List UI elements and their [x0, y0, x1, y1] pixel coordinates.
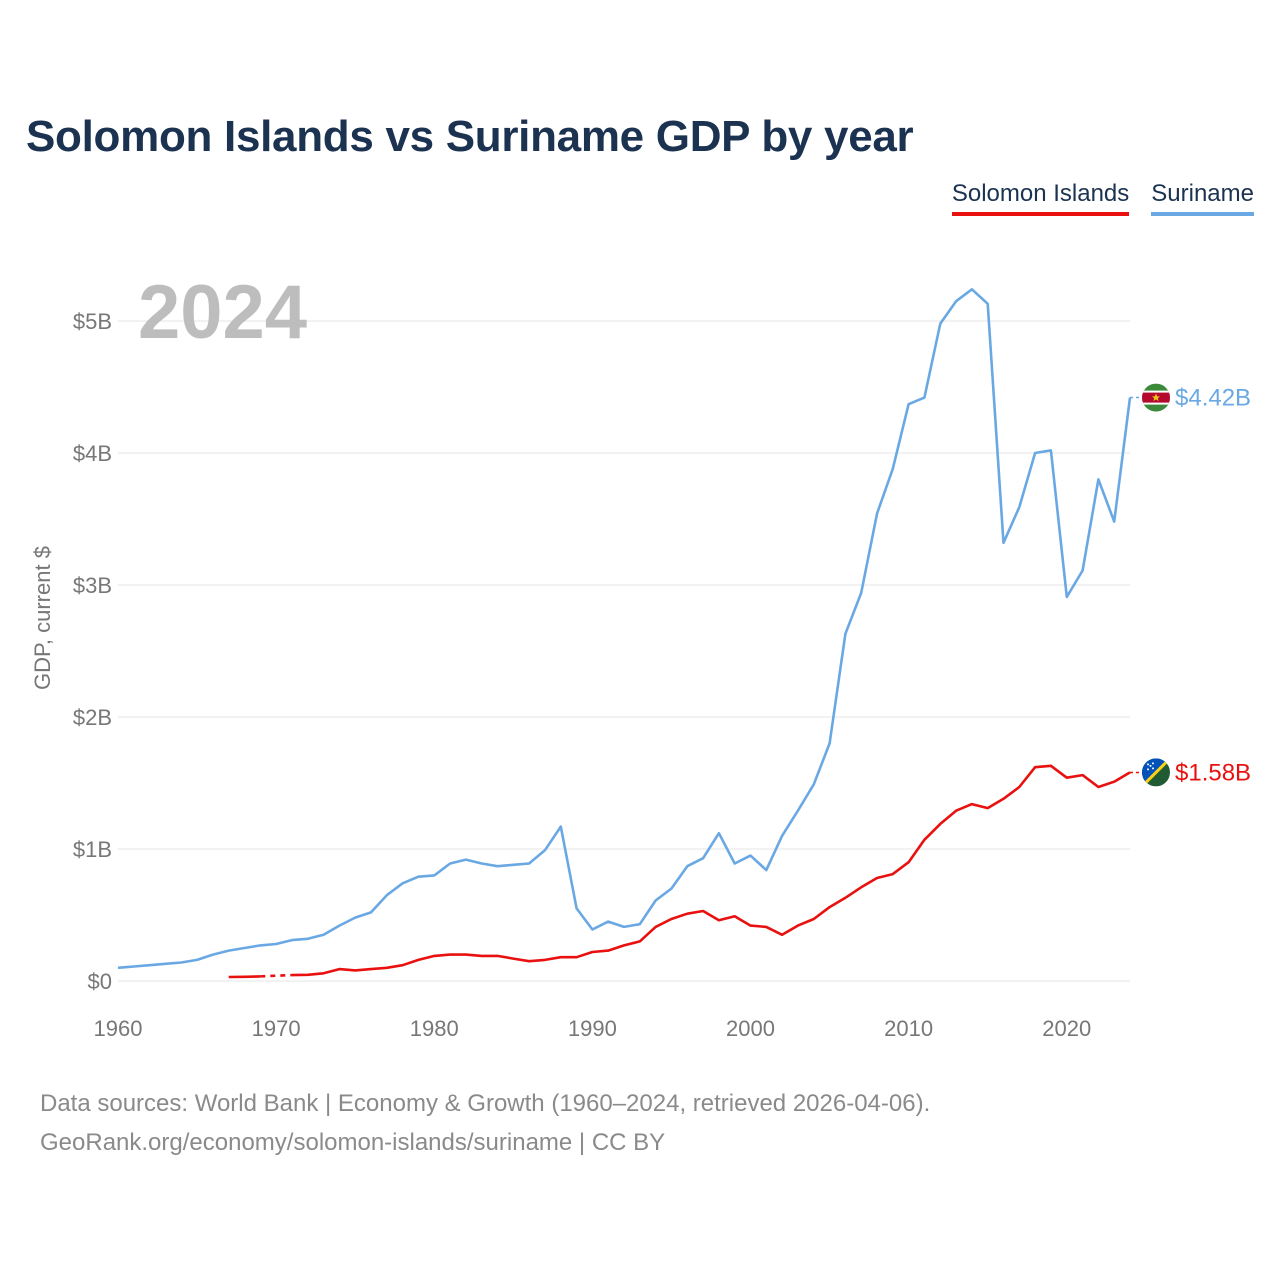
y-axis-label: GDP, current $: [30, 546, 55, 690]
x-tick-label: 1960: [94, 1016, 143, 1041]
series-gap-solomon-islands: [260, 973, 292, 978]
legend-item-solomon-islands[interactable]: Solomon Islands: [951, 180, 1130, 216]
year-watermark: 2024: [138, 270, 307, 355]
series-line-solomon-islands: [291, 764, 1131, 977]
x-axis-ticks: 1960 1970 1980 1990 2000 2010 2020: [94, 1016, 1092, 1041]
y-tick-label: $2B: [73, 705, 112, 730]
end-label-solomon-islands: $1.58B: [1175, 759, 1251, 786]
x-tick-label: 1990: [568, 1016, 617, 1041]
suriname-flag-icon: [1142, 383, 1170, 412]
grid-lines: [118, 320, 1130, 982]
end-label-suriname: $4.42B: [1175, 385, 1251, 412]
end-labels: $4.42B $1.58B: [1130, 385, 1251, 786]
y-tick-label: $1B: [73, 837, 112, 862]
y-tick-label: $3B: [73, 573, 112, 598]
x-tick-label: 2010: [884, 1016, 933, 1041]
series-lines: [117, 288, 1132, 979]
series-line-suriname: [117, 288, 1132, 970]
footer-url: GeoRank.org/economy/solomon-islands/suri…: [40, 1129, 666, 1156]
footer: Data sources: World Bank | Economy & Gro…: [40, 1084, 930, 1162]
y-tick-label: $4B: [73, 441, 112, 466]
legend-item-suriname[interactable]: Suriname: [1151, 180, 1254, 216]
x-tick-label: 2000: [726, 1016, 775, 1041]
line-chart: $0 $1B $2B $3B $4B $5B 1960 1970 1980 1990 2000 20…: [30, 270, 1251, 1041]
solomon-islands-flag-icon: [1142, 758, 1170, 787]
y-axis-ticks: $0 $1B $2B $3B $4B $5B: [73, 309, 112, 994]
x-tick-label: 1970: [252, 1016, 301, 1041]
chart-title: Solomon Islands vs Suriname GDP by year: [26, 112, 914, 161]
series-line-solomon-islands: [228, 975, 261, 979]
y-tick-label: $0: [88, 969, 112, 994]
legend: Solomon Islands Suriname: [951, 180, 1254, 216]
x-tick-label: 1980: [410, 1016, 459, 1041]
x-tick-label: 2020: [1042, 1016, 1091, 1041]
y-tick-label: $5B: [73, 309, 112, 334]
footer-sources: Data sources: World Bank | Economy & Gro…: [40, 1090, 931, 1117]
